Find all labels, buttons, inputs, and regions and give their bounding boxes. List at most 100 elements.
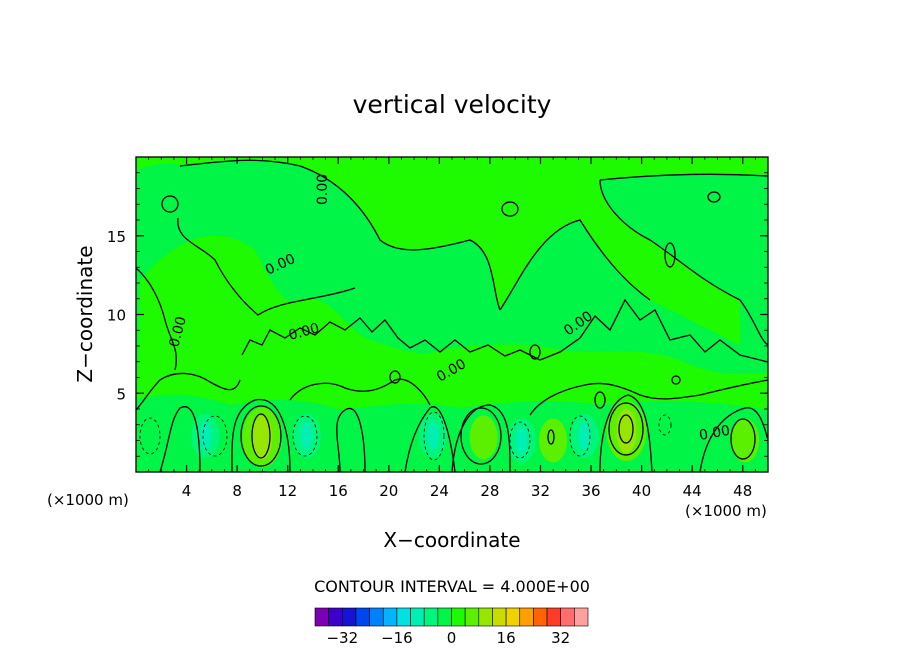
field-extremum	[469, 415, 498, 460]
contour-negative	[139, 417, 161, 455]
contour-lines	[135, 159, 769, 473]
field-extremum	[606, 401, 647, 462]
extremum-core	[300, 421, 313, 450]
extremum-core	[477, 423, 490, 452]
colorbar-swatch	[355, 607, 370, 627]
contour-closed	[594, 391, 606, 409]
x-unit-right: (×1000 m)	[685, 502, 767, 520]
extremum-core	[739, 426, 752, 455]
colorbar-tick-label: 0	[447, 629, 457, 647]
contour-closed	[501, 201, 519, 217]
contour-closed	[547, 429, 555, 445]
x-axis-label: X−coordinate	[383, 528, 520, 552]
extremum-core	[578, 421, 591, 450]
contour-line	[599, 394, 653, 473]
field-extremum	[570, 413, 599, 458]
contour-closed	[730, 418, 756, 460]
colorbar-swatch	[560, 607, 575, 627]
field-extremum	[292, 413, 321, 458]
x-tick-label: 44	[683, 482, 702, 500]
field-region-upper	[136, 157, 768, 345]
contour-label: 0.00	[698, 423, 731, 444]
colorbar-swatch	[505, 607, 521, 627]
x-tick-label: 36	[581, 482, 600, 500]
y-tick-label: 10	[107, 307, 126, 325]
extremum-core	[252, 415, 273, 460]
contour-label: 0.00	[315, 174, 331, 205]
contour-label: 0.00	[287, 320, 321, 344]
colorbar-swatch	[464, 607, 480, 627]
colorbar-swatch	[382, 607, 398, 627]
extremum-core	[427, 421, 440, 450]
contour-line	[135, 372, 241, 411]
contour-closed	[460, 407, 502, 465]
x-tick-label: 48	[733, 482, 752, 500]
y-axis: 5 10 15	[107, 172, 768, 457]
contour-line	[451, 404, 511, 473]
x-tick-label: 12	[278, 482, 297, 500]
colorbar-tick-label: −32	[326, 629, 358, 647]
colorbar: −32 −16 0 16 32	[314, 607, 589, 647]
colorbar-swatch	[451, 607, 466, 627]
colorbar-tick-label: 32	[551, 629, 570, 647]
x-tick-label: 40	[632, 482, 651, 500]
colorbar-swatch	[410, 607, 425, 627]
contour-closed	[161, 195, 179, 213]
contour-line	[231, 398, 291, 473]
contour-negative	[292, 415, 318, 457]
contour-negative	[658, 414, 672, 436]
field-extremum	[191, 413, 220, 458]
contour-closed	[618, 414, 634, 444]
contour-line	[241, 298, 769, 363]
contour-negative	[202, 415, 228, 457]
extremum-core	[515, 426, 528, 455]
x-tick-label: 16	[329, 482, 348, 500]
colorbar-swatch	[396, 607, 411, 627]
contour-line	[336, 407, 366, 473]
contour-line	[159, 406, 201, 473]
contour-negative	[569, 415, 591, 457]
contour-closed	[707, 191, 721, 203]
colorbar-swatch	[574, 607, 589, 627]
contour-closed	[240, 405, 282, 467]
contour-line	[599, 179, 769, 346]
x-tick-label: 8	[232, 482, 242, 500]
contour-closed	[251, 413, 271, 459]
x-tick-label: 28	[480, 482, 499, 500]
chart-title: vertical velocity	[353, 90, 552, 119]
colorbar-swatch	[533, 607, 548, 627]
x-tick-label: 24	[430, 482, 449, 500]
contour-line	[529, 379, 769, 416]
y-axis-label: Z−coordinate	[73, 245, 97, 382]
colorbar-swatch	[546, 607, 561, 627]
contour-interval-text: CONTOUR INTERVAL = 4.000E+00	[314, 577, 590, 596]
contour-closed	[389, 370, 401, 384]
contour-line	[179, 159, 501, 311]
colorbar-swatch	[492, 607, 507, 627]
x-unit-left: (×1000 m)	[47, 491, 129, 509]
colorbar-tick-label: −16	[381, 629, 413, 647]
x-axis: 4 8 12 16 20 24 28 32 36 40 44 48	[135, 157, 769, 500]
colorbar-swatch	[328, 607, 343, 627]
contour-closed	[671, 375, 681, 385]
contour-closed	[608, 402, 644, 456]
contour-negative	[509, 421, 531, 459]
field-features	[191, 401, 760, 468]
contour-line	[699, 407, 769, 473]
colorbar-swatch	[341, 607, 357, 627]
colorbar-swatch	[478, 607, 493, 627]
x-tick-label: 32	[531, 482, 550, 500]
colorbar-tick-label: 16	[497, 629, 516, 647]
extremum-core	[199, 421, 212, 450]
contour-line	[499, 219, 651, 311]
field-extremum	[419, 413, 448, 458]
colorbar-swatch	[519, 607, 534, 627]
plot-area	[136, 157, 768, 472]
colorbar-swatch	[369, 607, 384, 627]
y-tick-label: 15	[107, 228, 126, 246]
contour-line	[289, 378, 431, 406]
contour-label: 0.00	[166, 315, 190, 349]
colorbar-swatch	[314, 607, 329, 627]
x-tick-label: 4	[182, 482, 192, 500]
contour-line	[177, 217, 356, 316]
